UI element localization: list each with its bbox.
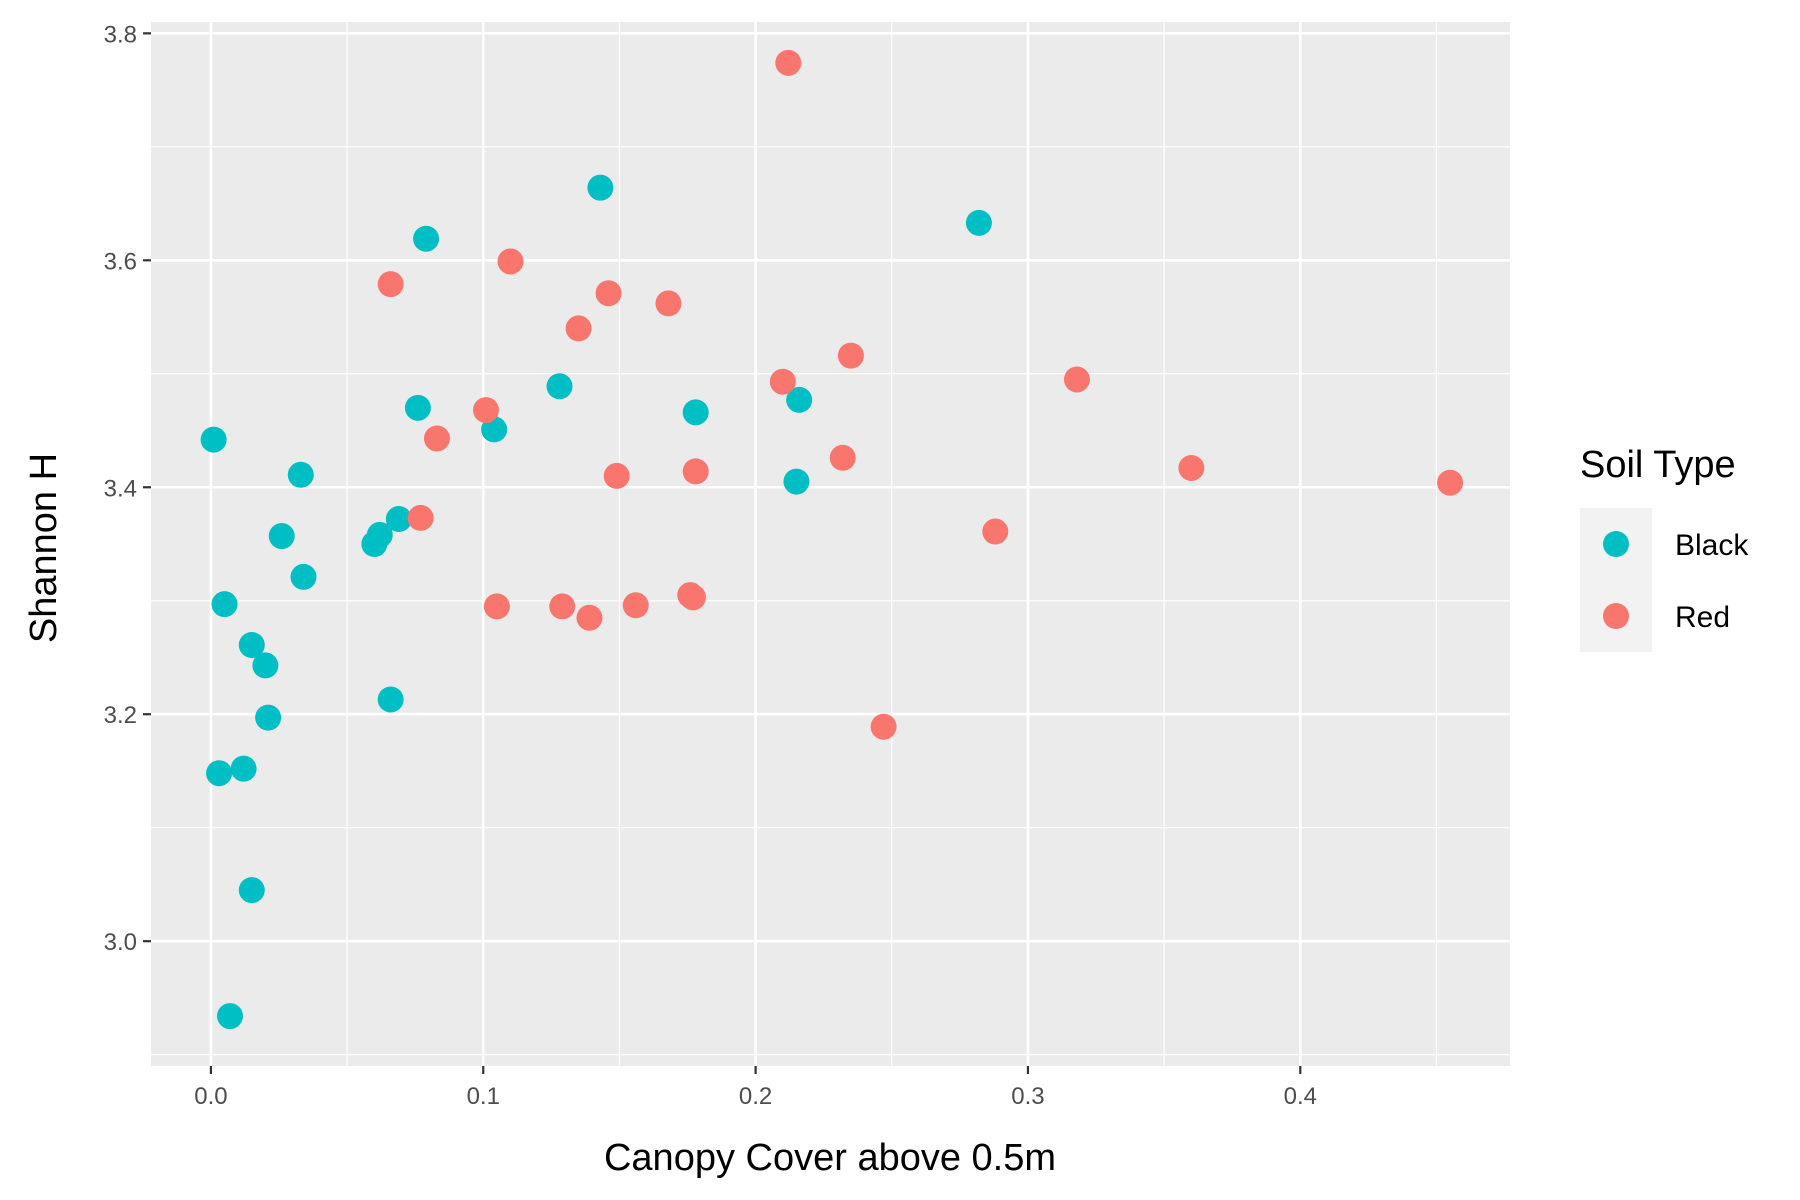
point-black-23 [783, 468, 810, 495]
grid-major [151, 22, 1510, 1066]
point-red-1 [423, 425, 450, 452]
point-black-4 [211, 591, 238, 618]
point-black-17 [413, 225, 440, 252]
point-black-12 [404, 394, 431, 421]
point-red-8 [576, 604, 603, 631]
x-tick-label-1: 0.1 [467, 1083, 500, 1110]
point-black-9 [230, 755, 257, 782]
point-black-15 [385, 506, 412, 533]
legend-label-black: Black [1675, 529, 1749, 562]
point-red-11 [622, 592, 649, 619]
point-red-2 [407, 504, 434, 531]
y-tick-label-1: 3.2 [104, 702, 137, 729]
x-tick-label-0: 0.0 [194, 1083, 227, 1110]
point-black-16 [377, 686, 404, 713]
point-red-17 [775, 49, 802, 76]
point-red-15 [682, 458, 709, 485]
point-black-3 [290, 563, 317, 590]
point-red-9 [595, 280, 622, 307]
y-axis: 3.0 3.2 3.4 3.6 3.8 [104, 21, 151, 956]
point-black-19 [546, 373, 573, 400]
point-red-4 [497, 248, 524, 275]
point-red-12 [655, 290, 682, 317]
point-red-22 [1063, 366, 1090, 393]
point-black-10 [238, 877, 265, 904]
y-tick-label-4: 3.8 [104, 21, 137, 48]
point-red-21 [982, 518, 1009, 545]
y-tick-label-0: 3.0 [104, 929, 137, 956]
data-points [200, 49, 1464, 1030]
point-black-11 [216, 1003, 243, 1030]
point-black-20 [587, 174, 614, 201]
point-red-7 [565, 315, 592, 342]
point-red-0 [377, 271, 404, 298]
legend-key-black [1603, 531, 1629, 557]
x-tick-label-2: 0.2 [739, 1083, 772, 1110]
y-tick-label-3: 3.6 [104, 248, 137, 275]
legend-key-red [1603, 603, 1629, 629]
point-black-2 [268, 523, 295, 550]
legend-title: Soil Type [1580, 444, 1736, 486]
point-black-7 [255, 704, 282, 731]
point-red-14 [679, 584, 706, 611]
x-tick-label-4: 0.4 [1284, 1083, 1317, 1110]
y-tick-label-2: 3.4 [104, 475, 137, 502]
point-black-14 [366, 521, 393, 548]
point-red-10 [603, 462, 630, 489]
point-red-18 [829, 444, 856, 471]
y-axis-title: Shannon H [23, 453, 65, 643]
point-red-16 [769, 368, 796, 395]
point-black-21 [682, 399, 709, 426]
point-black-0 [200, 426, 227, 453]
point-black-1 [287, 461, 314, 488]
point-red-20 [870, 713, 897, 740]
point-black-8 [206, 760, 233, 787]
grid-minor [151, 22, 1510, 1066]
x-tick-label-3: 0.3 [1011, 1083, 1044, 1110]
legend: Soil Type Black Red [1580, 444, 1749, 652]
point-black-5 [238, 631, 265, 658]
point-red-19 [837, 342, 864, 369]
point-red-23 [1178, 454, 1205, 481]
x-axis: 0.0 0.1 0.2 0.3 0.4 [194, 1066, 1317, 1110]
point-red-5 [483, 593, 510, 620]
legend-label-red: Red [1675, 601, 1730, 634]
plot-panel [151, 22, 1510, 1066]
point-red-3 [472, 397, 499, 424]
point-black-6 [252, 652, 279, 679]
point-black-22 [786, 386, 813, 413]
point-black-24 [965, 209, 992, 236]
x-axis-title: Canopy Cover above 0.5m [604, 1137, 1056, 1179]
point-red-6 [549, 593, 576, 620]
point-red-24 [1437, 469, 1464, 496]
